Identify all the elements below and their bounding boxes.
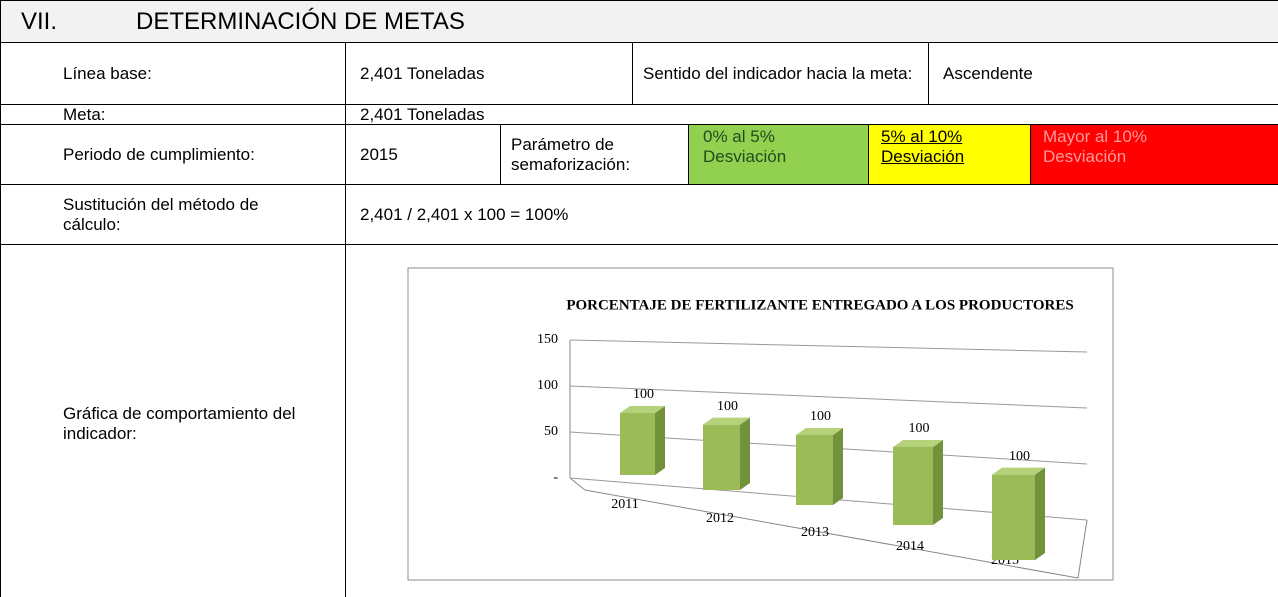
bar-side	[655, 406, 665, 475]
bar-top	[620, 406, 665, 413]
bar-top	[796, 428, 843, 435]
y-tick-label: 100	[537, 378, 558, 393]
floor-edge	[569, 477, 586, 491]
grid-line	[569, 385, 1088, 409]
y-tick-label: 50	[544, 424, 558, 439]
bar-top	[703, 417, 750, 425]
chart-cell	[345, 244, 1278, 597]
bar-side	[833, 428, 843, 505]
value-label: 100	[717, 399, 738, 414]
green-range: 0% al 5% Desviación	[688, 124, 869, 185]
section-number: VII.	[21, 7, 58, 35]
floor-edge	[1077, 519, 1088, 579]
x-tick-label: 2011	[611, 497, 638, 512]
value-label: 100	[633, 387, 654, 402]
bar-side	[740, 417, 750, 490]
bar	[620, 413, 655, 475]
bar-top	[992, 467, 1045, 475]
section-header: VII. DETERMINACIÓN DE METAS	[0, 0, 1278, 43]
bar-side	[933, 440, 943, 525]
bar	[703, 424, 740, 490]
bar-top	[893, 440, 943, 447]
section-title: DETERMINACIÓN DE METAS	[136, 7, 465, 35]
red-range: Mayor al 10% Desviación	[1030, 124, 1278, 185]
bar	[992, 474, 1035, 560]
y-tick-label: 150	[537, 332, 558, 347]
bar-side	[1035, 467, 1045, 560]
chart-title: PORCENTAJE DE FERTILIZANTE ENTREGADO A L…	[566, 297, 1073, 313]
label-cell: Gráfica de comportamiento del indicador:	[0, 244, 346, 597]
x-tick-label: 2013	[801, 525, 829, 540]
x-tick-label: 2012	[706, 511, 734, 526]
y-tick-label: -	[553, 470, 558, 485]
value-label: 100	[810, 409, 831, 424]
bar	[796, 435, 833, 505]
value-label: 100	[909, 421, 930, 436]
yellow-range: 5% al 10% Desviación	[868, 124, 1031, 185]
value-label: 100	[1009, 449, 1030, 464]
grid-line	[569, 339, 1088, 353]
floor-edge	[584, 489, 1079, 579]
bar	[893, 447, 933, 525]
x-tick-label: 2014	[896, 539, 924, 554]
label-cell: Parámetro de semaforización:	[500, 124, 689, 185]
